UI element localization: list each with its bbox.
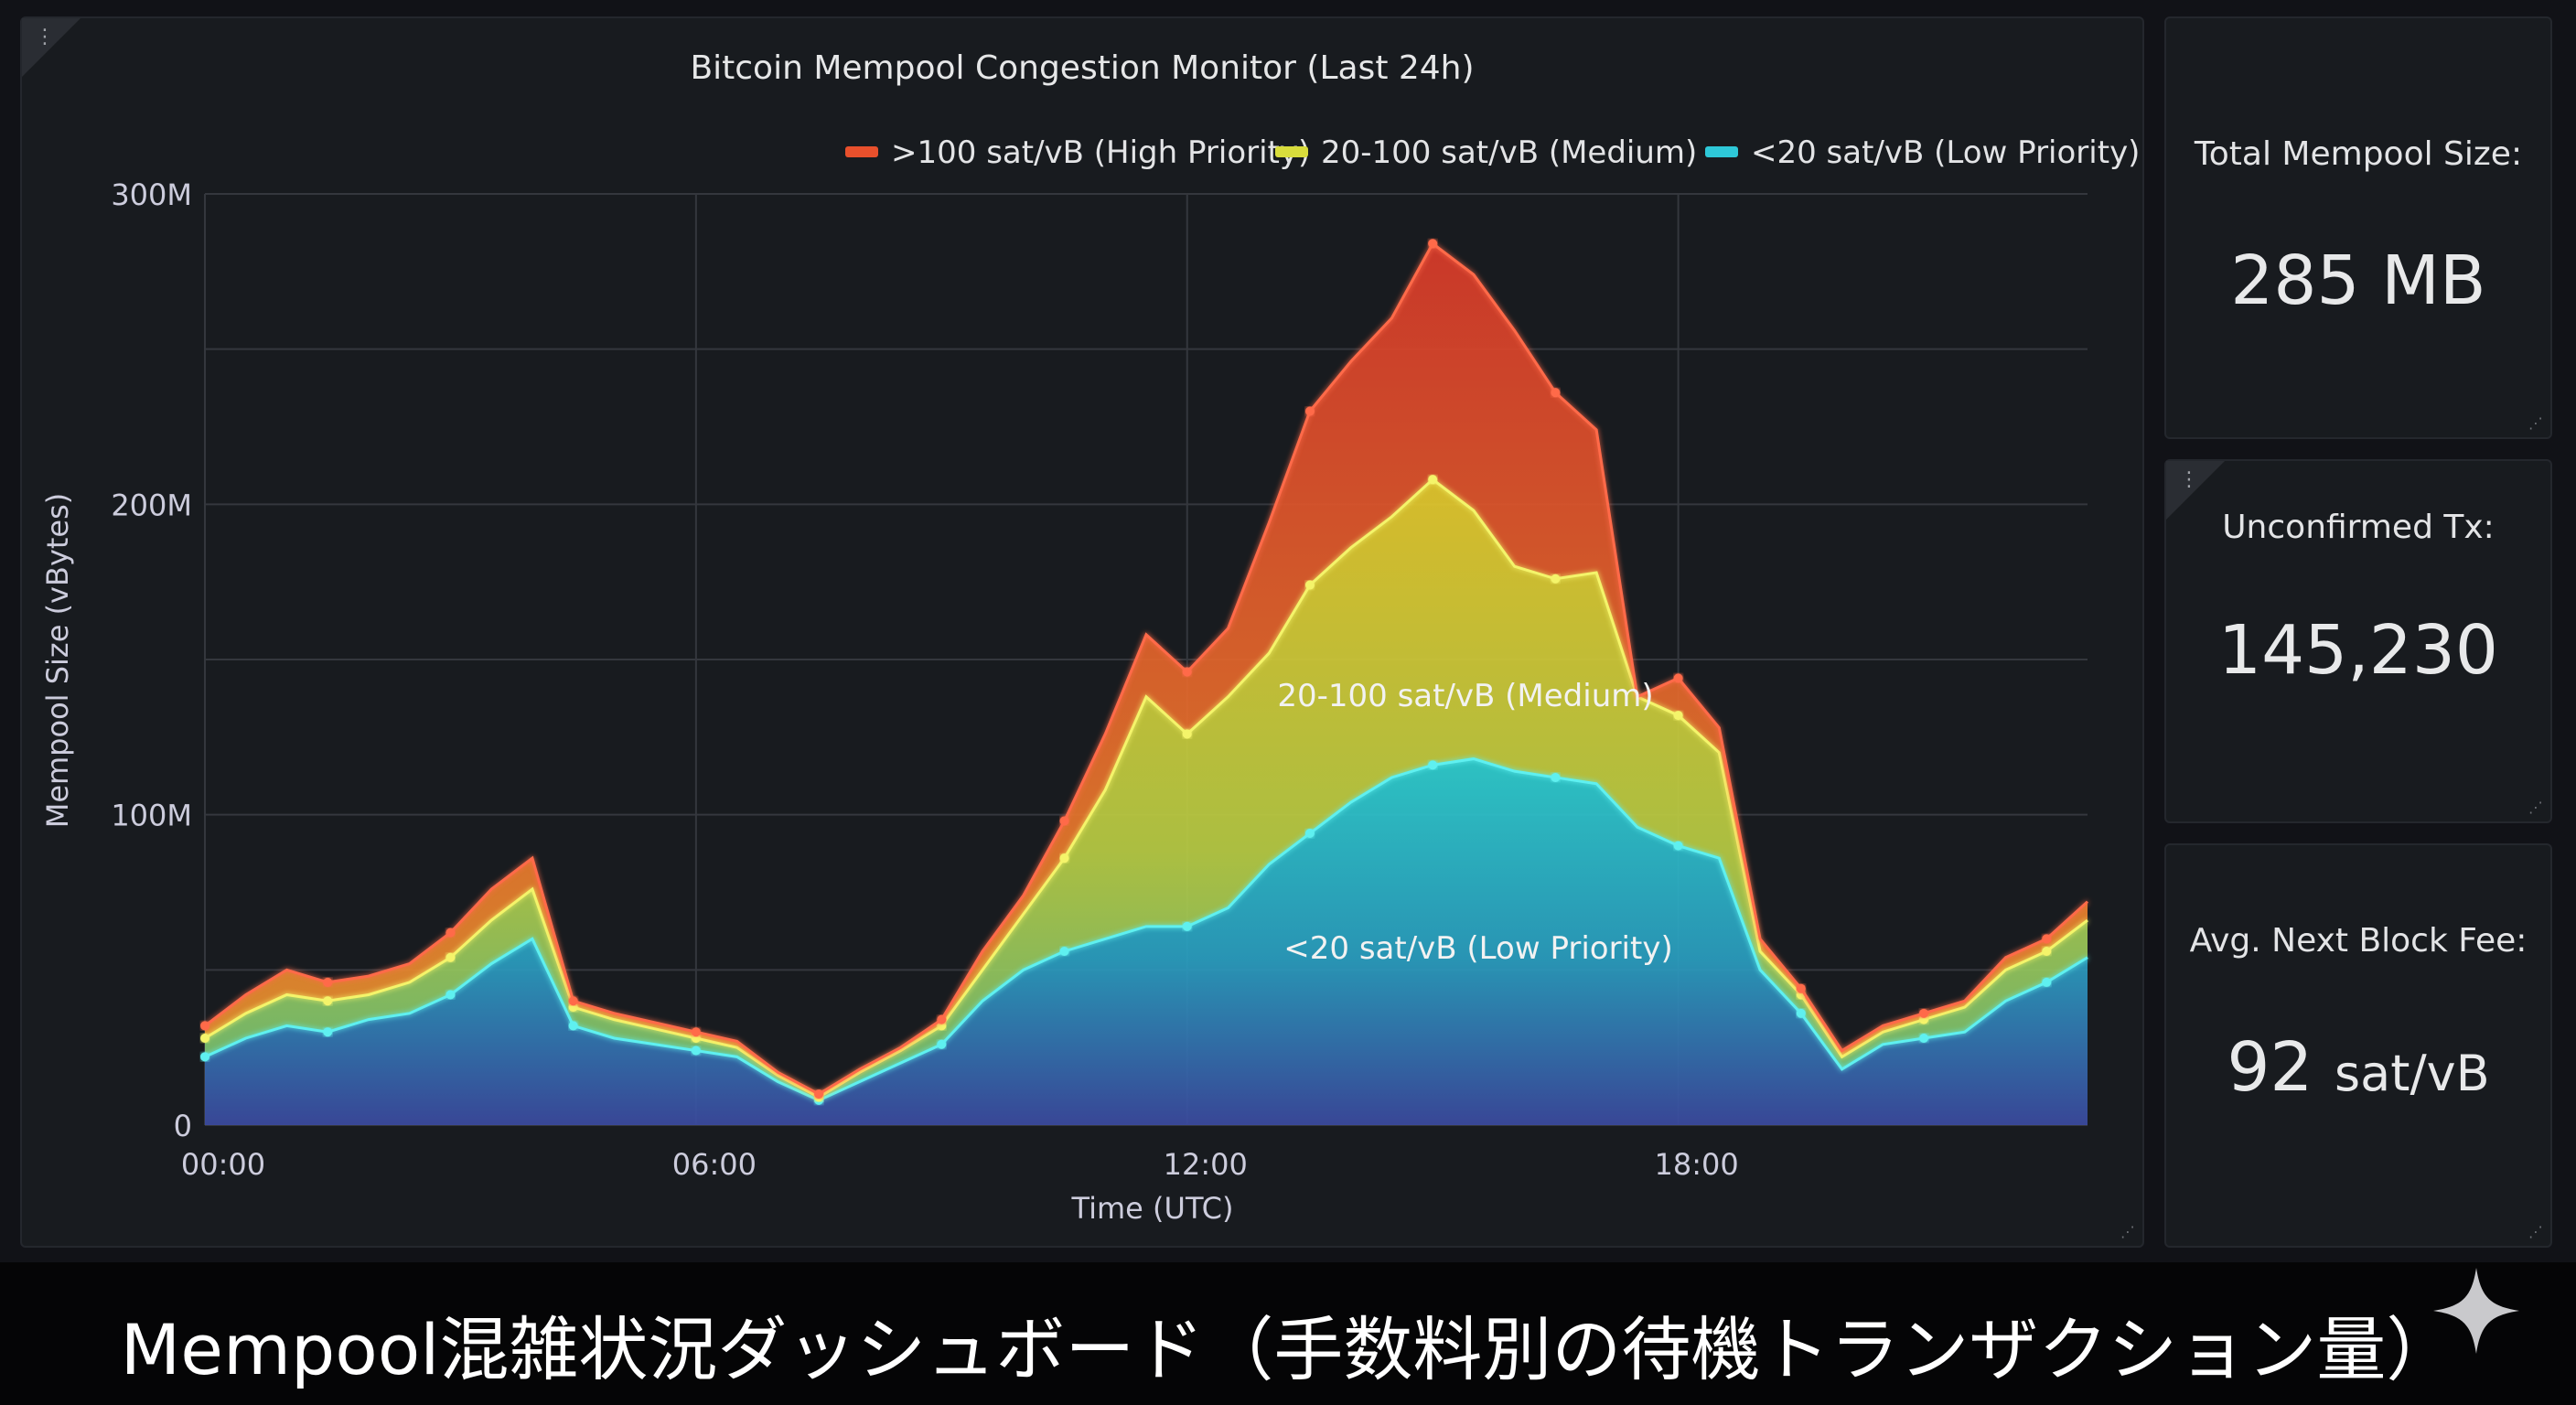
- y-axis-title: Mempool Size (vBytes): [40, 493, 75, 829]
- panel-menu-icon[interactable]: ⋮: [2179, 468, 2199, 491]
- medium-area-line: [204, 477, 2088, 1099]
- data-point[interactable]: [1796, 1008, 1806, 1018]
- low-priority-area[interactable]: [205, 758, 2088, 1125]
- data-point[interactable]: [1551, 388, 1561, 398]
- legend-swatch: [845, 146, 878, 157]
- avg-fee-label: Avg. Next Block Fee:: [2189, 922, 2528, 960]
- panel-corner: [2166, 461, 2225, 520]
- data-point[interactable]: [1796, 983, 1806, 993]
- avg-fee-value: 92: [2227, 1028, 2313, 1107]
- data-point[interactable]: [200, 1021, 209, 1031]
- legend-label[interactable]: <20 sat/vB (Low Priority): [1751, 134, 2140, 171]
- data-point[interactable]: [445, 928, 456, 938]
- data-point[interactable]: [1059, 816, 1069, 826]
- data-point[interactable]: [1673, 841, 1683, 851]
- data-point[interactable]: [323, 996, 333, 1006]
- data-point[interactable]: [200, 1033, 209, 1043]
- caption-bar: Mempool混雑状況ダッシュボード（手数料別の待機トランザクション量）: [0, 1262, 2576, 1405]
- y-tick-label: 0: [174, 1109, 192, 1143]
- data-point[interactable]: [1304, 406, 1315, 416]
- x-tick-label: 18:00: [1654, 1147, 1738, 1182]
- data-point[interactable]: [1551, 574, 1561, 584]
- chart-areas: [200, 239, 2089, 1125]
- data-point[interactable]: [1182, 667, 1192, 677]
- data-point[interactable]: [937, 1014, 947, 1024]
- data-point[interactable]: [1428, 475, 1438, 485]
- mempool-chart: 0 100M 200M 300M 00:00 06:00 12:00 18:00 >100 s…: [40, 134, 2140, 1226]
- data-point[interactable]: [200, 1052, 209, 1062]
- chart-legend: >100 sat/vB (High Priority) 20-100 sat/vB…: [845, 134, 2140, 171]
- unconfirmed-tx-panel: ⋮ Unconfirmed Tx: 145,230 ⋰: [2164, 459, 2552, 823]
- legend-swatch: [1705, 146, 1738, 157]
- total-size-label: Total Mempool Size:: [2194, 135, 2523, 173]
- data-point[interactable]: [1304, 580, 1315, 590]
- resize-corner-icon[interactable]: ⋰: [2528, 1223, 2543, 1240]
- sparkle-icon: [2433, 1268, 2519, 1354]
- legend-label[interactable]: 20-100 sat/vB (Medium): [1321, 134, 1697, 171]
- data-point[interactable]: [323, 1027, 333, 1037]
- data-point[interactable]: [691, 1046, 701, 1056]
- chart-title: Bitcoin Mempool Congestion Monitor (Last…: [690, 49, 1475, 87]
- medium-area-label: 20-100 sat/vB (Medium): [1277, 678, 1653, 714]
- panel-menu-icon[interactable]: ⋮: [35, 26, 55, 48]
- data-point[interactable]: [2042, 946, 2052, 956]
- high-priority-area-line: [204, 241, 2089, 1096]
- chart-panel: ⋮ Bitcoin Mempool Congestion Monitor (La…: [20, 16, 2144, 1248]
- avg-fee-unit: sat/vB: [2334, 1045, 2490, 1102]
- x-tick-label: 00:00: [181, 1147, 265, 1182]
- y-tick-label: 300M: [111, 177, 192, 212]
- avg-fee-panel: Avg. Next Block Fee: 92 sat/vB ⋰: [2164, 843, 2552, 1248]
- data-point[interactable]: [1673, 673, 1683, 683]
- legend-swatch: [1275, 146, 1308, 157]
- data-point[interactable]: [568, 996, 578, 1006]
- data-point[interactable]: [1673, 711, 1683, 721]
- x-tick-label: 12:00: [1164, 1147, 1248, 1182]
- data-point[interactable]: [1428, 239, 1438, 249]
- data-point[interactable]: [1551, 772, 1561, 782]
- data-point[interactable]: [2042, 934, 2052, 944]
- total-size-panel: Total Mempool Size: 285 MB ⋰: [2164, 16, 2552, 439]
- data-point[interactable]: [1428, 760, 1438, 770]
- data-point[interactable]: [1304, 829, 1315, 839]
- low-area-label: <20 sat/vB (Low Priority): [1283, 930, 1672, 967]
- data-point[interactable]: [323, 977, 333, 987]
- resize-corner-icon[interactable]: ⋰: [2528, 799, 2543, 816]
- high-priority-area[interactable]: [205, 243, 2088, 1098]
- data-point[interactable]: [445, 990, 456, 1000]
- panel-corner: [22, 18, 80, 77]
- axis-ticks: 0 100M 200M 300M 00:00 06:00 12:00 18:00: [111, 177, 1738, 1182]
- x-tick-label: 06:00: [672, 1147, 757, 1182]
- x-axis-title: Time (UTC): [1071, 1191, 1234, 1226]
- low-priority-area-line: [204, 757, 2088, 1102]
- data-point[interactable]: [568, 1021, 578, 1031]
- data-point[interactable]: [814, 1089, 824, 1099]
- caption-text: Mempool混雑状況ダッシュボード（手数料別の待機トランザクション量）: [120, 1309, 2456, 1390]
- data-point[interactable]: [1182, 729, 1192, 739]
- data-point[interactable]: [937, 1039, 947, 1049]
- total-size-value: 285 MB: [2230, 241, 2486, 320]
- data-point[interactable]: [691, 1027, 701, 1037]
- data-point[interactable]: [1059, 946, 1069, 956]
- data-point[interactable]: [1182, 921, 1192, 931]
- resize-corner-icon[interactable]: ⋰: [2528, 414, 2543, 432]
- avg-fee-value-wrap: 92 sat/vB: [2166, 1028, 2550, 1107]
- data-point[interactable]: [1919, 1008, 1929, 1018]
- unconfirmed-tx-value: 145,230: [2217, 611, 2498, 690]
- data-point[interactable]: [2042, 977, 2052, 987]
- unconfirmed-tx-label: Unconfirmed Tx:: [2222, 509, 2495, 546]
- y-tick-label: 100M: [111, 799, 192, 833]
- resize-corner-icon[interactable]: ⋰: [2120, 1223, 2135, 1240]
- data-point[interactable]: [445, 952, 456, 962]
- y-tick-label: 200M: [111, 488, 192, 522]
- data-point[interactable]: [1059, 853, 1069, 863]
- legend-label[interactable]: >100 sat/vB (High Priority): [891, 134, 1310, 171]
- data-point[interactable]: [1919, 1033, 1929, 1043]
